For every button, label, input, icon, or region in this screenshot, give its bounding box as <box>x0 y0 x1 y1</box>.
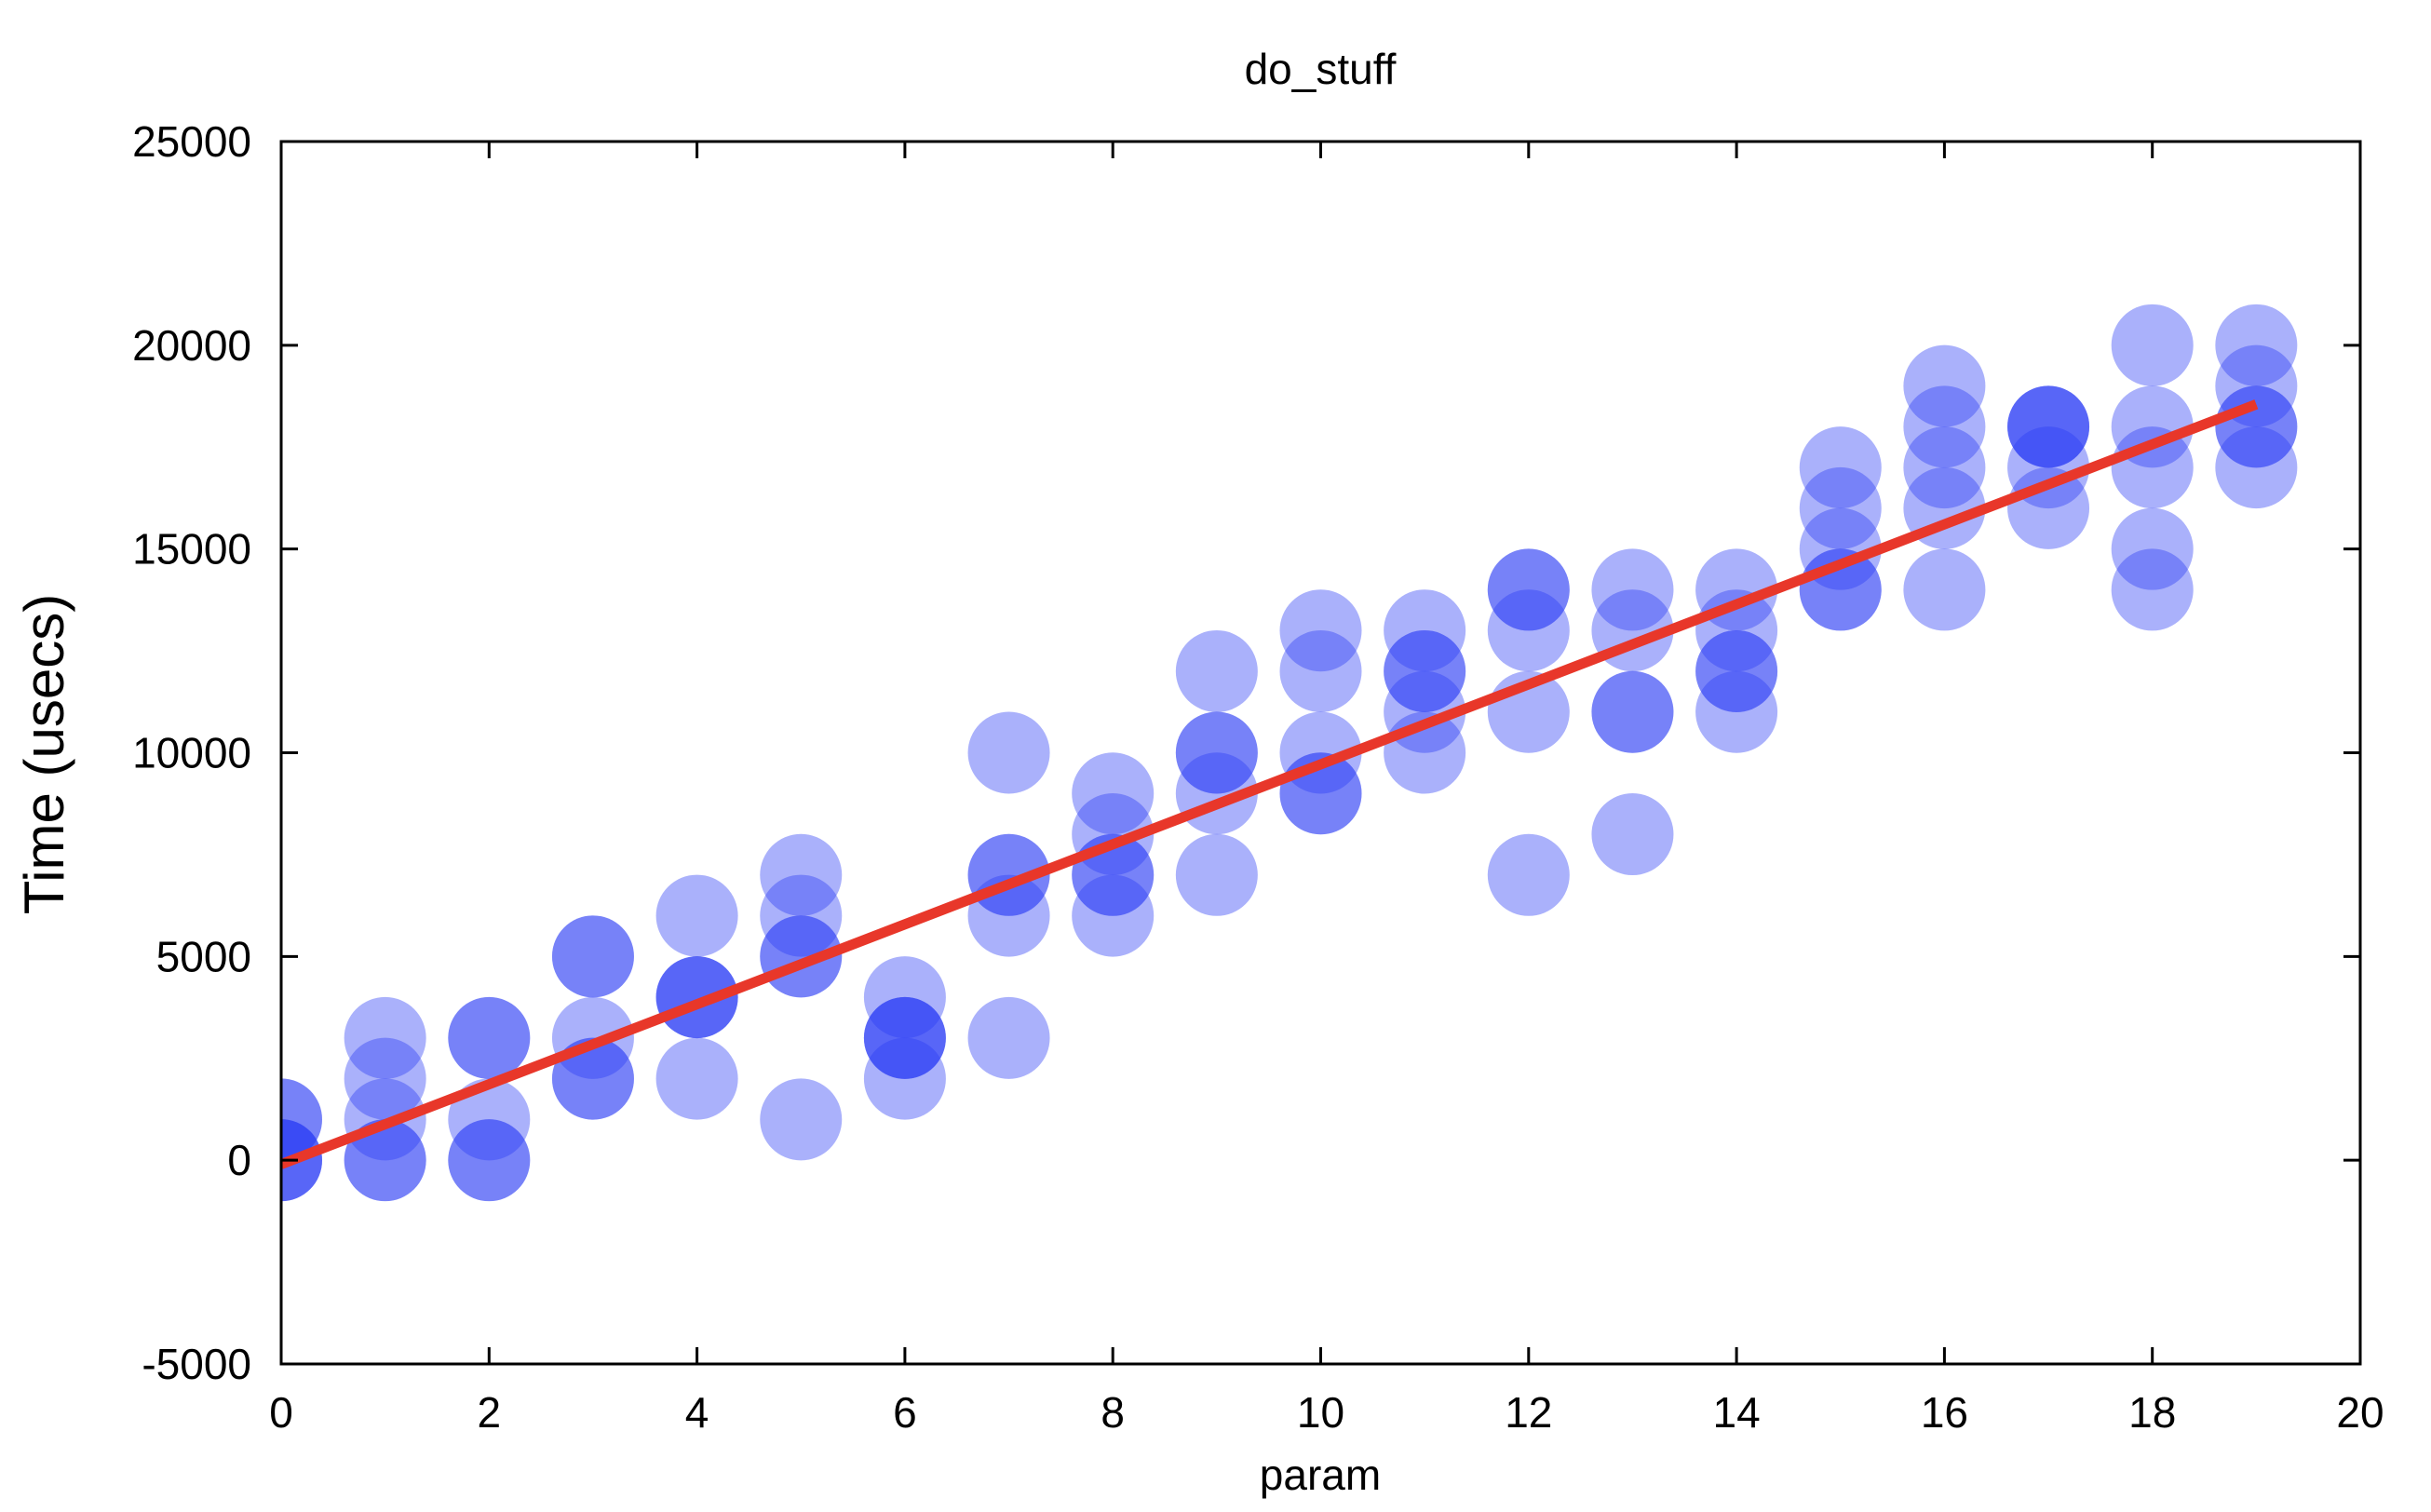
scatter-point <box>2215 385 2298 468</box>
scatter-point <box>344 996 426 1079</box>
x-tick-label: 6 <box>893 1388 917 1437</box>
scatter-point <box>1175 629 1258 712</box>
scatter-point <box>1903 548 1986 631</box>
scatter-point <box>1384 629 1466 712</box>
scatter-point <box>1903 385 1986 468</box>
y-axis-label: Time (usecs) <box>13 594 75 914</box>
x-tick-label: 10 <box>1297 1388 1344 1437</box>
scatter-point <box>448 1119 531 1202</box>
scatter-point <box>1487 833 1570 916</box>
scatter-point <box>551 915 634 998</box>
y-axis: -5000 0 5000 10000 15000 20000 25000 <box>132 117 2360 1388</box>
scatter-point <box>1384 589 1466 672</box>
scatter-point <box>760 833 843 916</box>
scatter-point <box>863 996 946 1079</box>
scatter-point <box>655 956 738 1039</box>
scatter-point <box>2215 304 2298 386</box>
scatter-point <box>2007 385 2090 468</box>
scatter-point <box>760 1078 843 1161</box>
scatter-point <box>2111 304 2194 386</box>
scatter-point <box>1279 629 1362 712</box>
scatter-point <box>1072 752 1155 835</box>
x-tick-label: 16 <box>1921 1388 1968 1437</box>
scatter-point <box>551 996 634 1079</box>
scatter-point <box>2215 344 2298 427</box>
scatter-point <box>655 1037 738 1120</box>
scatter-point <box>1695 629 1778 712</box>
scatter-point <box>448 996 531 1079</box>
scatter-point <box>655 956 738 1039</box>
y-tick-label: 15000 <box>132 525 251 574</box>
scatter-point <box>2215 385 2298 468</box>
fit-line <box>281 399 2259 1169</box>
scatter-point <box>760 874 843 957</box>
scatter-point <box>2111 507 2194 590</box>
x-tick-label: 2 <box>478 1388 502 1437</box>
y-tick-label: 20000 <box>132 321 251 370</box>
y-tick-label: 10000 <box>132 729 251 777</box>
scatter-point <box>344 1119 426 1202</box>
scatter-point <box>1695 670 1778 753</box>
scatter-point <box>655 874 738 957</box>
x-tick-label: 8 <box>1101 1388 1125 1437</box>
scatter-point <box>1487 548 1570 631</box>
scatter-point <box>344 1119 426 1202</box>
scatter-point <box>1591 670 1674 753</box>
scatter-point <box>1591 670 1674 753</box>
scatter-point <box>1591 548 1674 631</box>
scatter-point <box>655 956 738 1039</box>
scatter-point <box>2007 385 2090 468</box>
scatter-point <box>863 1037 946 1120</box>
scatter-point <box>1384 629 1466 712</box>
chart-title: do_stuff <box>1245 45 1397 93</box>
scatter-point <box>1175 711 1258 794</box>
scatter-point <box>551 915 634 998</box>
scatter-point <box>551 1037 634 1120</box>
scatter-point <box>1903 344 1986 427</box>
x-tick-label: 0 <box>269 1388 293 1437</box>
x-tick-label: 18 <box>2128 1388 2176 1437</box>
scatter-point <box>344 1037 426 1120</box>
scatter-points <box>281 304 2298 1202</box>
y-tick-label: 0 <box>227 1136 251 1184</box>
x-axis-label: param <box>1260 1451 1381 1499</box>
y-tick-label: 25000 <box>132 117 251 166</box>
scatter-point <box>448 1119 531 1202</box>
scatter-point <box>2215 426 2298 509</box>
scatter-point <box>1487 589 1570 672</box>
scatter-point <box>281 1078 322 1161</box>
scatter-point <box>448 1078 531 1161</box>
scatter-point <box>448 996 531 1079</box>
scatter-point <box>1175 711 1258 794</box>
scatter-point <box>2111 548 2194 631</box>
y-tick-label: -5000 <box>142 1340 251 1388</box>
y-tick-label: 5000 <box>156 932 251 980</box>
scatter-point <box>2007 385 2090 468</box>
scatter-point <box>967 711 1050 794</box>
scatter-point <box>863 956 946 1039</box>
x-tick-label: 4 <box>685 1388 709 1437</box>
scatter-point <box>863 996 946 1079</box>
fit-line-layer <box>281 399 2259 1169</box>
scatter-point <box>1279 589 1362 672</box>
scatter-point <box>281 1078 322 1161</box>
x-tick-label: 12 <box>1505 1388 1552 1437</box>
x-tick-label: 14 <box>1713 1388 1761 1437</box>
scatter-point <box>1175 833 1258 916</box>
scatter-point <box>1799 426 1882 509</box>
scatter-point <box>1799 466 1882 549</box>
x-axis: 0 2 4 6 8 10 12 14 16 18 20 <box>269 142 2384 1437</box>
scatter-point <box>1591 793 1674 876</box>
scatter-point <box>1903 426 1986 509</box>
scatter-point <box>551 1037 634 1120</box>
x-tick-label: 20 <box>2336 1388 2384 1437</box>
scatter-point <box>967 996 1050 1079</box>
scatter-point <box>1072 874 1155 957</box>
scatter-point <box>863 996 946 1079</box>
scatter-point <box>1695 629 1778 712</box>
scatter-point <box>1487 548 1570 631</box>
